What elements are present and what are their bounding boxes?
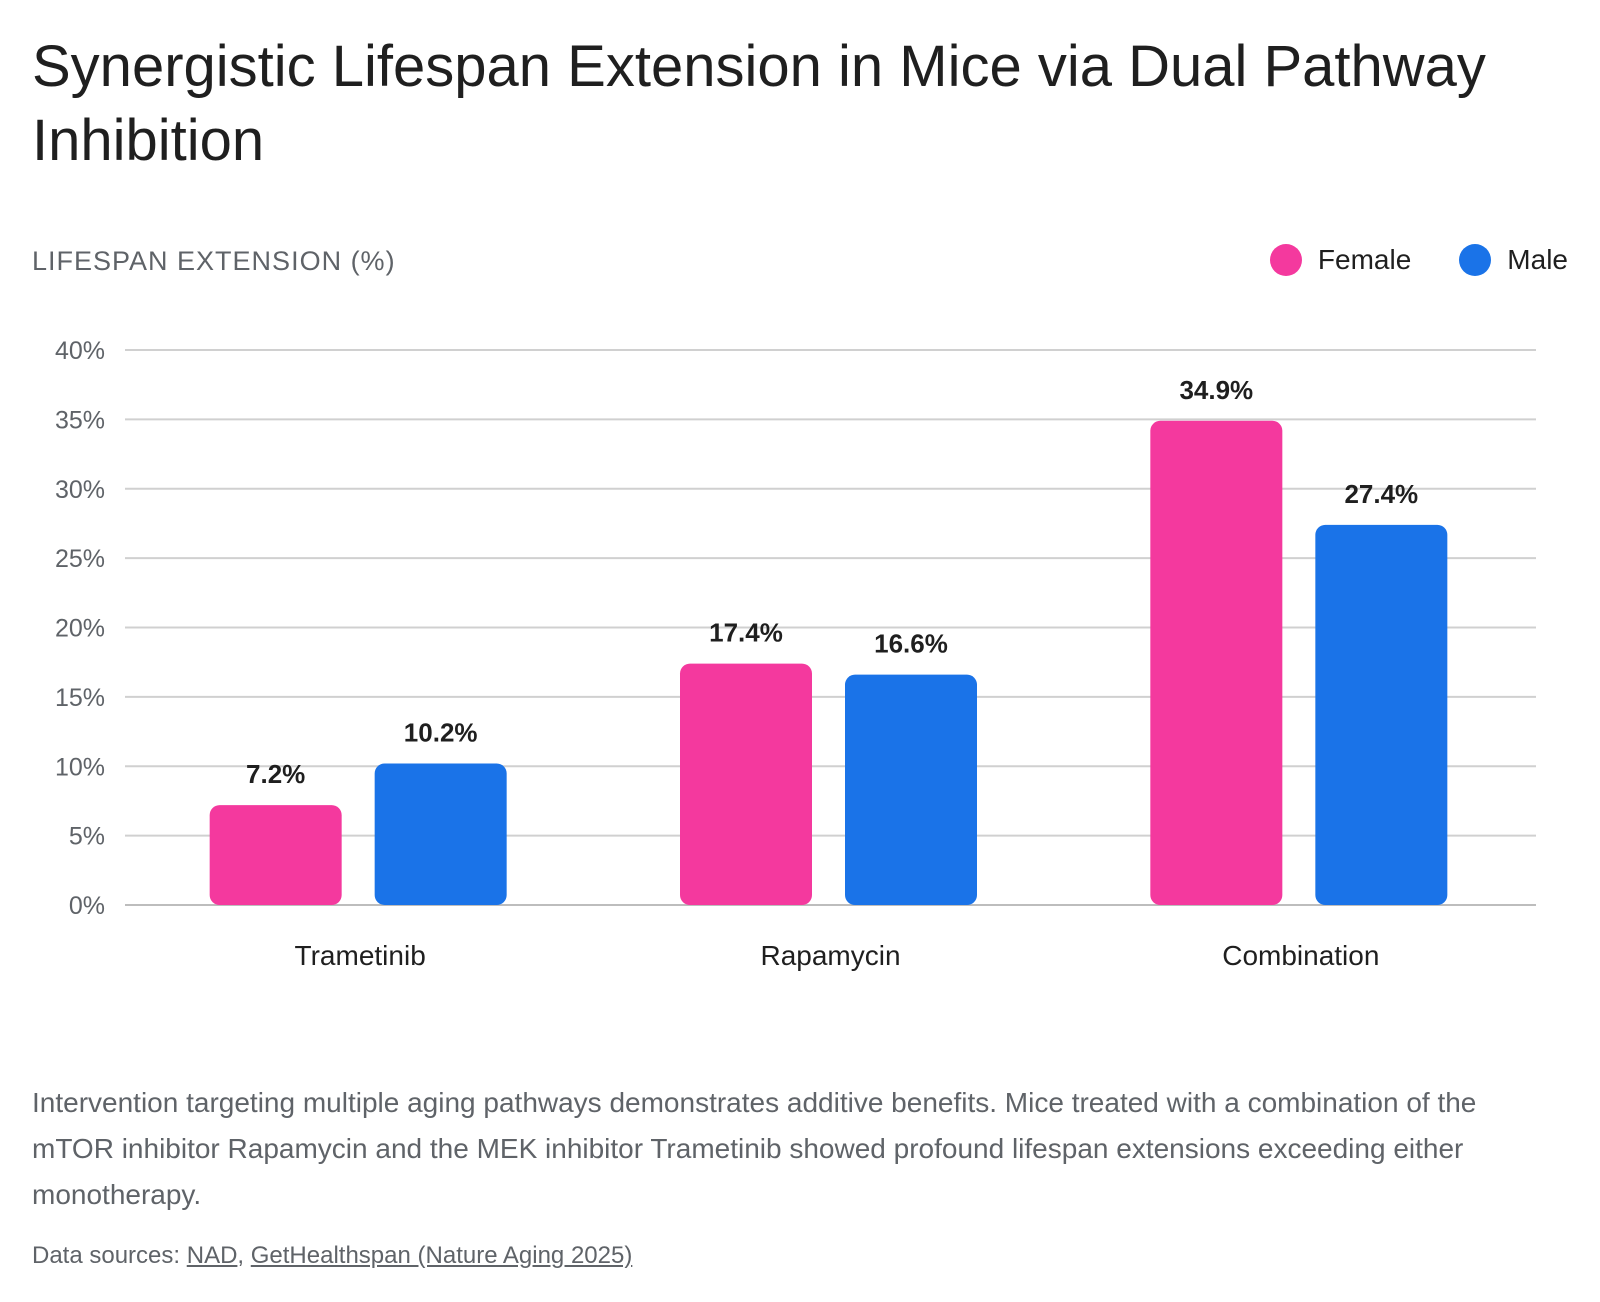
y-tick-label: 35% (55, 406, 105, 434)
y-tick-label: 10% (55, 753, 105, 781)
legend-label-male: Male (1507, 244, 1568, 275)
data-label: 17.4% (709, 618, 783, 648)
x-tick-label: Rapamycin (760, 940, 900, 971)
data-label: 10.2% (404, 717, 478, 747)
data-label: 7.2% (246, 759, 305, 789)
sources-separator: , (237, 1242, 251, 1269)
bar-male (374, 763, 507, 905)
bar-female (209, 805, 342, 905)
legend-swatch-female (1269, 244, 1302, 276)
chart-description: Intervention targeting multiple aging pa… (32, 1087, 1477, 1210)
data-label: 34.9% (1179, 375, 1253, 405)
legend-item-male: Male (1459, 244, 1568, 276)
y-tick-label: 20% (55, 615, 105, 643)
legend-swatch-male (1459, 244, 1492, 276)
bar-female (1150, 420, 1283, 905)
bar-male (845, 674, 977, 905)
chart-title: Synergistic Lifespan Extension in Mice v… (32, 34, 1486, 173)
x-tick-label: Combination (1222, 940, 1379, 971)
data-label: 16.6% (874, 629, 948, 659)
y-tick-label: 0% (69, 892, 105, 920)
x-tick-label: Trametinib (295, 940, 426, 971)
sources-prefix: Data sources: (32, 1242, 187, 1269)
bar-female (680, 663, 812, 905)
source-link-gethealthspan[interactable]: GetHealthspan (Nature Aging 2025) (250, 1242, 633, 1269)
y-tick-label: 5% (69, 823, 105, 851)
bar-chart: 0% 5% 10% 15% 20% 25% 30% 35% 40% 7.2% 10.2% Tramet… (55, 337, 1536, 971)
y-tick-label: 40% (55, 337, 105, 365)
legend-item-female: Female (1269, 244, 1412, 276)
source-link-nad[interactable]: NAD (186, 1242, 238, 1269)
bar-male (1315, 524, 1448, 905)
data-sources: Data sources: NAD, GetHealthspan (Nature… (32, 1242, 632, 1270)
y-axis-title: LIFESPAN EXTENSION (%) (32, 246, 396, 276)
legend-label-female: Female (1317, 244, 1412, 275)
y-tick-label: 25% (55, 545, 105, 573)
y-tick-label: 30% (55, 476, 105, 504)
legend: Female Male (1269, 244, 1568, 276)
data-label: 27.4% (1344, 479, 1418, 509)
y-tick-label: 15% (55, 684, 105, 712)
